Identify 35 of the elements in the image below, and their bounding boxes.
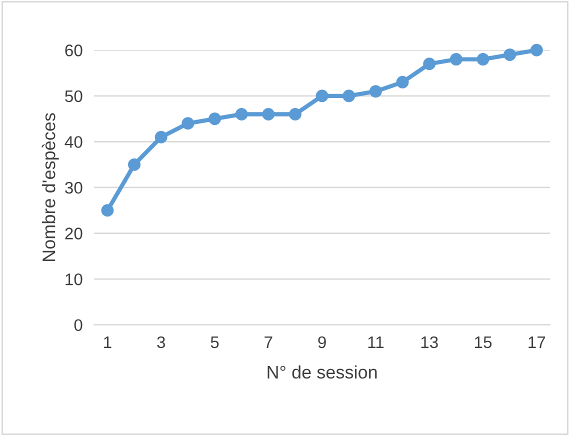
y-tick-label: 40: [64, 136, 82, 148]
x-axis-title: N° de session: [268, 365, 377, 379]
point: [476, 53, 490, 66]
y-tick-label: 20: [65, 228, 82, 240]
x-tick-label: 5: [210, 336, 219, 348]
point: [262, 108, 275, 120]
point: [530, 44, 543, 56]
x-tick-label: 13: [421, 336, 438, 348]
x-tick-label: 3: [157, 336, 166, 348]
point: [450, 53, 462, 66]
point: [504, 48, 516, 61]
point: [316, 90, 328, 102]
y-tick-label: 60: [65, 44, 82, 56]
point: [128, 158, 141, 171]
point: [396, 76, 409, 88]
y-tick-label: 0: [74, 319, 82, 332]
y-tick-label: 10: [66, 273, 82, 286]
x-tick-label: 1: [104, 336, 112, 348]
point: [423, 58, 436, 70]
point: [342, 90, 356, 102]
y-tick-label: 50: [65, 90, 82, 102]
x-tick-label: 7: [264, 336, 272, 348]
point: [101, 204, 114, 217]
y-axis-title: Nombre d'espèces: [42, 113, 59, 261]
x-tick-label: 9: [318, 336, 326, 348]
x-tick-label: 11: [368, 336, 384, 348]
point: [154, 130, 168, 144]
y-tick-label: 30: [65, 182, 82, 194]
point: [235, 108, 248, 120]
x-tick-label: 17: [528, 336, 546, 348]
x-tick-label: 15: [474, 336, 492, 348]
point: [182, 117, 194, 130]
point: [208, 112, 222, 126]
point: [369, 85, 382, 98]
point: [288, 108, 302, 120]
